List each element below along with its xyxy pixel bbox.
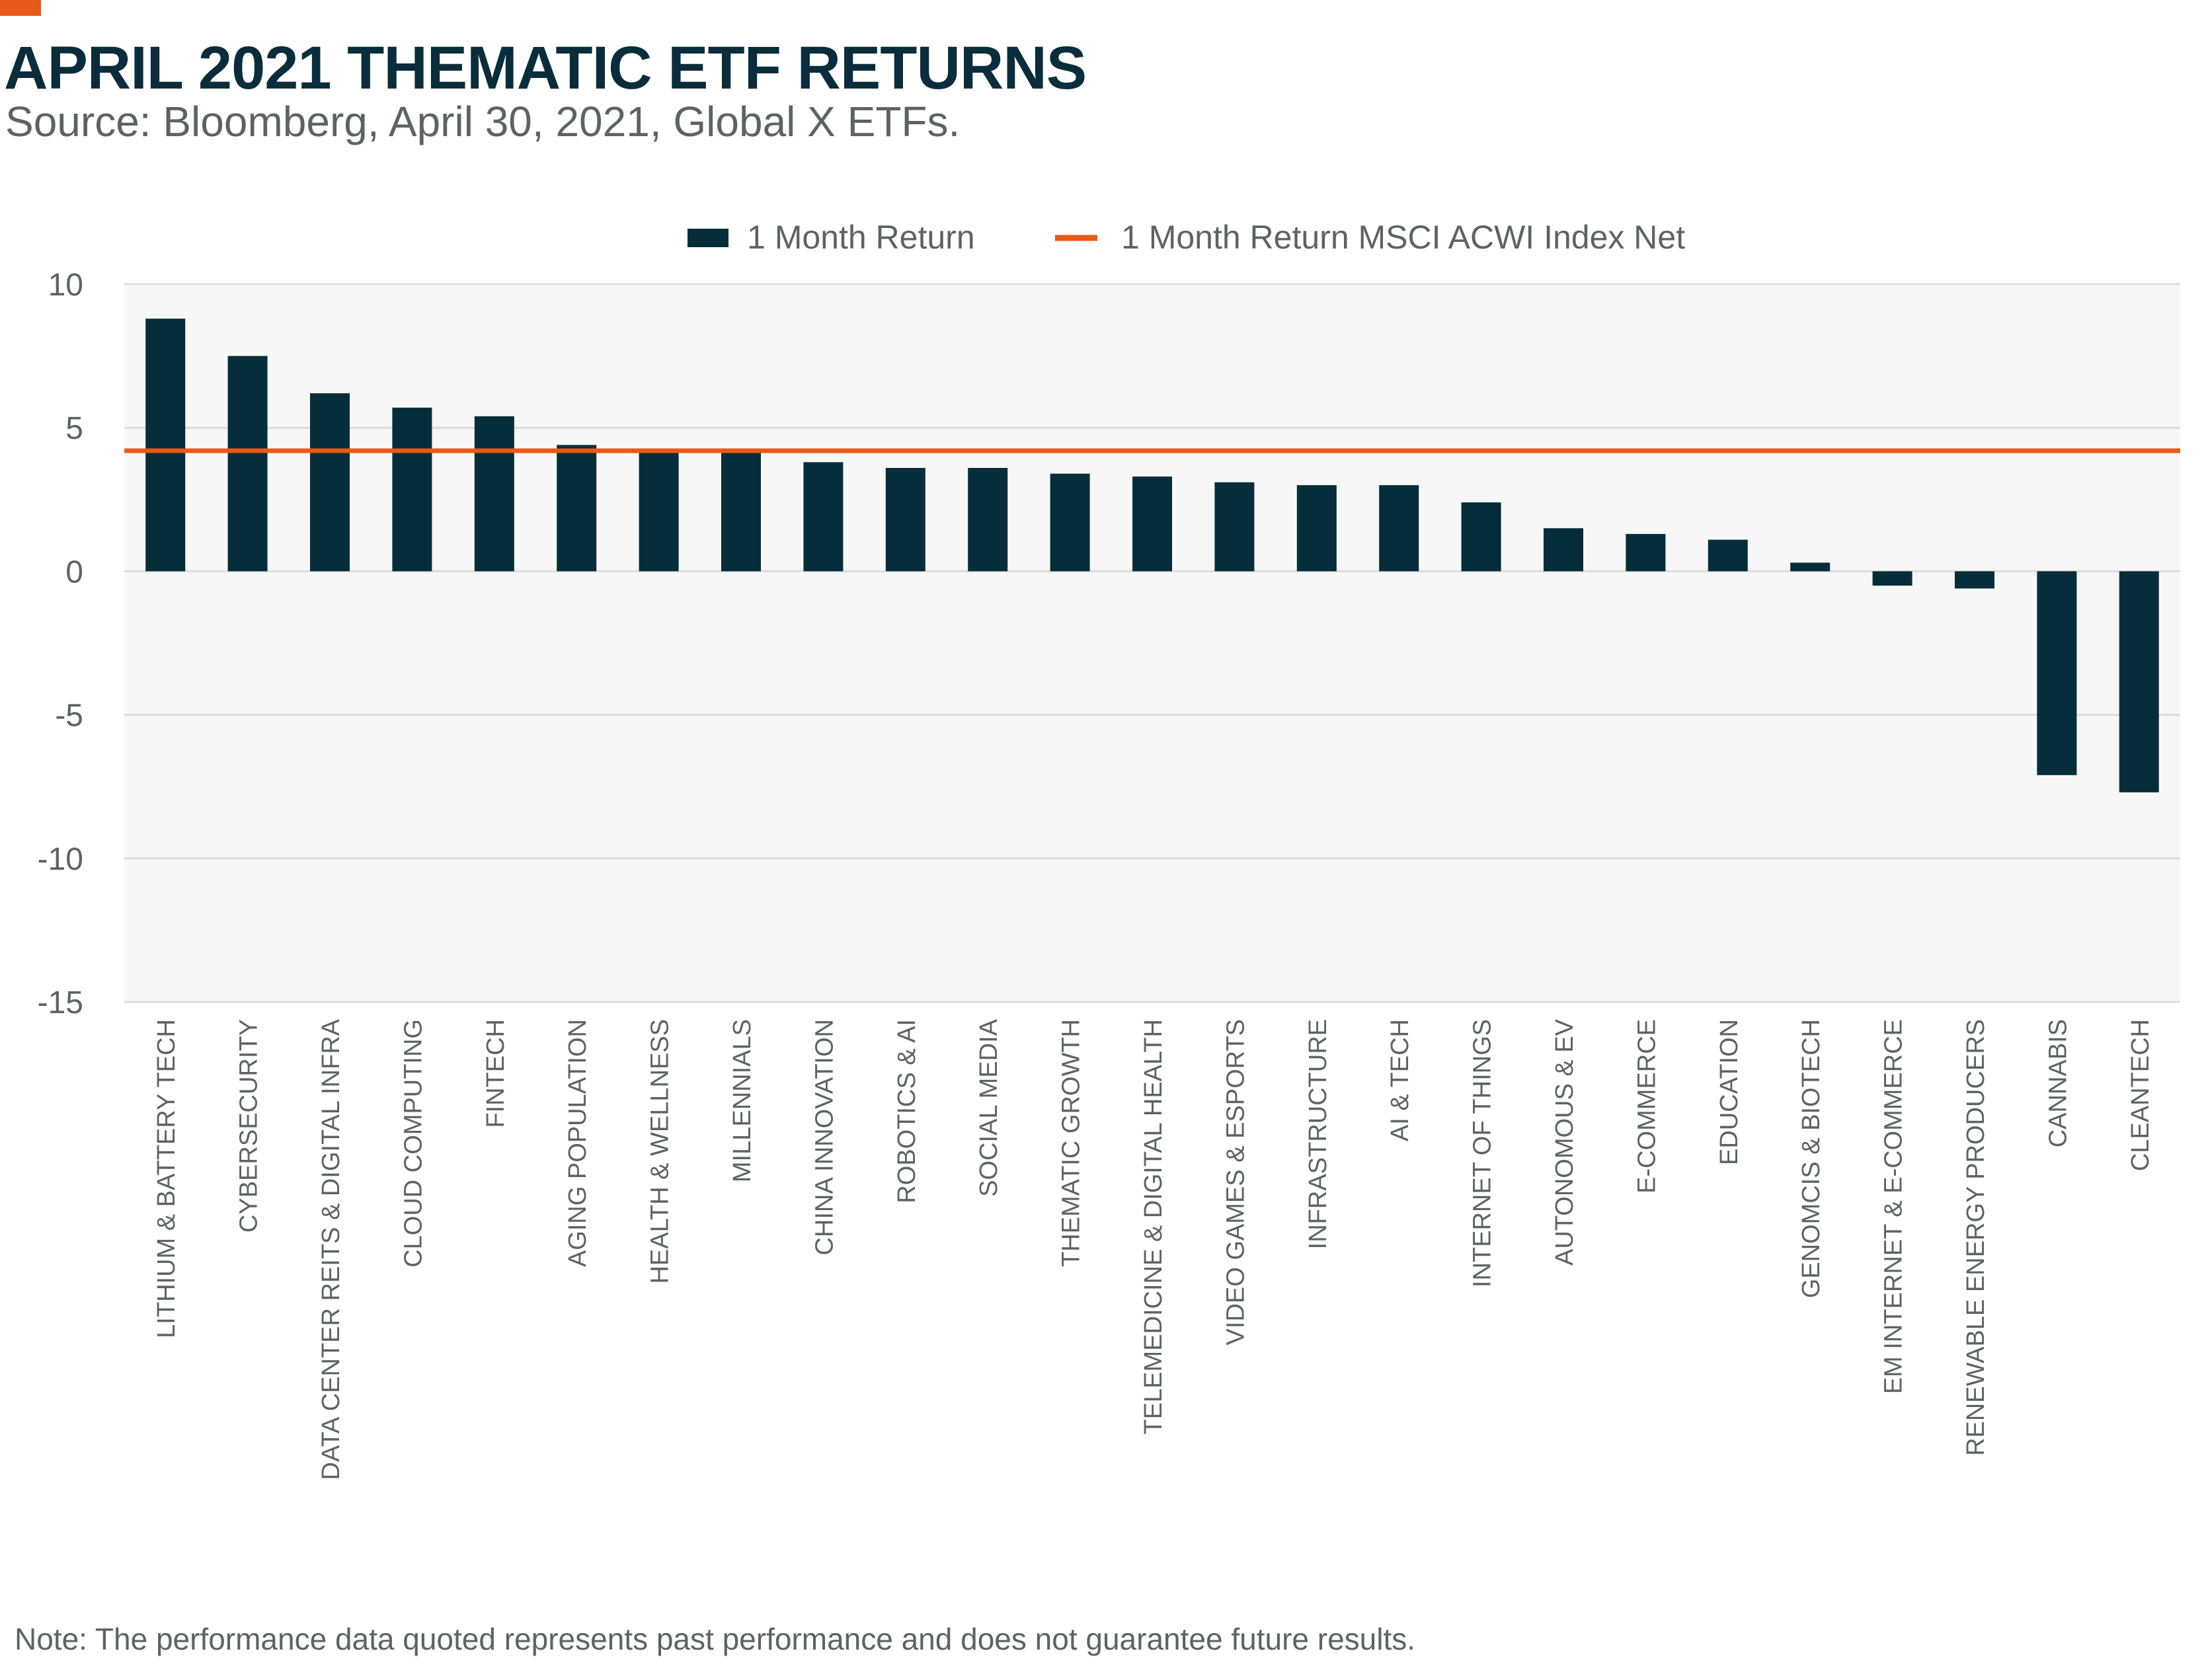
x-category-label: AGING POPULATION [564,1019,592,1267]
bar-chart: 1 Month Return 1 Month Return MSCI ACWI … [38,219,2180,1480]
x-category-label: THEMATIC GROWTH [1058,1019,1085,1267]
bar [1790,562,1830,572]
bar [1296,485,1337,572]
x-category-label: EM INTERNET & E-COMMERCE [1880,1019,1908,1394]
x-category-label: CLEANTECH [2127,1019,2154,1171]
x-category-label: VIDEO GAMES & ESPORTS [1222,1019,1249,1345]
x-category-label: EDUCATION [1715,1019,1743,1165]
bar [145,319,186,572]
bar [1708,539,1748,572]
bar [557,445,597,572]
bar [1379,485,1419,572]
bar [227,356,268,572]
bar [1214,482,1255,572]
plot-area [124,284,2180,1002]
x-category-label: TELEMEDICINE & DIGITAL HEALTH [1140,1019,1167,1435]
x-category-label: INTERNET OF THINGS [1469,1019,1497,1287]
bar [1461,502,1501,572]
bars [145,319,2159,792]
bar [968,468,1008,572]
x-category-label: AI & TECH [1386,1019,1414,1141]
bar [885,468,925,572]
bar [474,416,514,572]
x-category-label: E-COMMERCE [1633,1019,1661,1194]
bar [392,407,432,572]
bar [1132,477,1172,572]
bar [1955,571,1994,589]
bar [803,462,844,572]
x-category-label: CLOUD COMPUTING [399,1019,427,1268]
x-category-label: MILLENNIALS [728,1019,756,1182]
bar [2037,571,2077,775]
x-category-label: GENOMCIS & BIOTECH [1797,1019,1825,1298]
x-axis-category-labels: LITHIUM & BATTERY TECH CYBERSECURITY DATA … [153,1018,2154,1480]
legend-label-1-month-return: 1 Month Return [747,219,975,256]
bar [639,450,679,572]
legend: 1 Month Return 1 Month Return MSCI ACWI … [688,219,1685,256]
x-category-label: CANNABIS [2044,1019,2072,1147]
accent-bar [0,0,41,16]
bar [1626,533,1666,572]
y-tick-label: -10 [38,842,83,877]
footnote: Note: The performance data quoted repres… [15,1622,1416,1656]
bar [1872,571,1912,586]
x-category-label: INFRASTRUCTURE [1304,1019,1332,1249]
bar [1544,528,1583,572]
chart-title: APRIL 2021 THEMATIC ETF RETURNS [4,34,1087,102]
y-tick-label: 0 [65,554,83,590]
x-category-label: HEALTH & WELLNESS [647,1019,674,1284]
bar [721,450,761,572]
bar [1050,473,1090,572]
x-category-label: CYBERSECURITY [235,1019,263,1233]
x-category-label: RENEWABLE ENERGY PRODUCERS [1962,1019,1990,1456]
y-tick-label: 10 [48,268,83,303]
x-category-label: DATA CENTER REITS & DIGITAL INFRA [317,1018,345,1480]
x-category-label: ROBOTICS & AI [893,1019,921,1203]
gridlines [124,283,2180,1003]
x-category-label: CHINA INNOVATION [810,1019,838,1256]
y-tick-label: -15 [38,985,83,1020]
x-category-label: FINTECH [482,1019,510,1128]
y-axis-tick-labels: 10 5 0 -5 -10 -15 [38,268,83,1020]
x-category-label: SOCIAL MEDIA [975,1018,1003,1197]
legend-label-msci-acwi: 1 Month Return MSCI ACWI Index Net [1121,219,1685,256]
bar [310,393,350,572]
x-category-label: AUTONOMOUS & EV [1551,1018,1579,1266]
y-tick-label: -5 [55,699,83,734]
bar [2119,571,2159,792]
y-tick-label: 5 [65,411,83,446]
legend-bar-swatch [688,229,728,247]
x-category-label: LITHIUM & BATTERY TECH [153,1019,180,1338]
chart-source-subtitle: Source: Bloomberg, April 30, 2021, Globa… [5,98,961,145]
